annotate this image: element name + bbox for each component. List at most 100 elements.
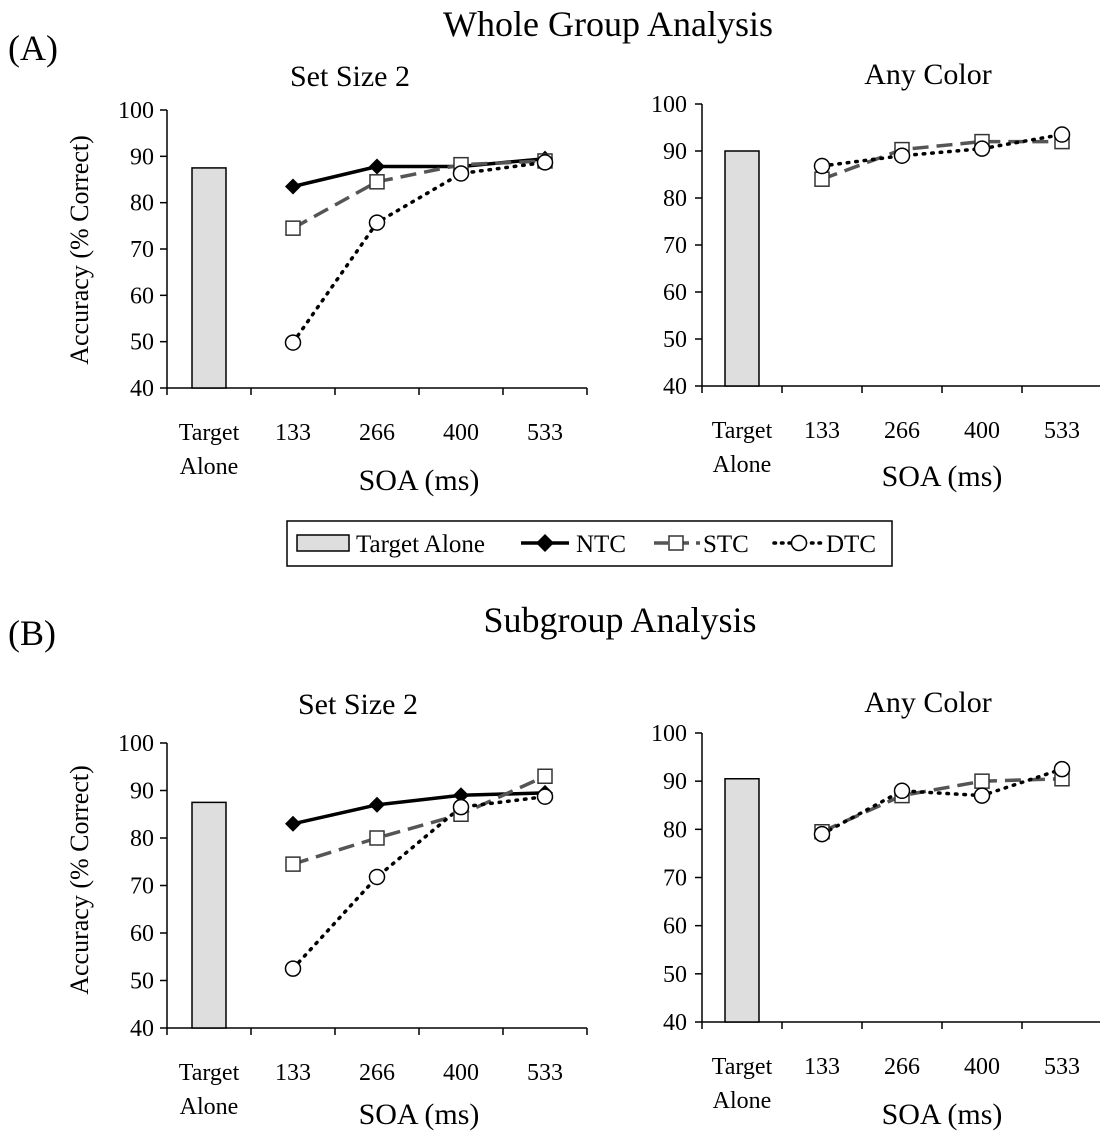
data-point-dtc bbox=[284, 334, 302, 351]
y-tick-label: 80 bbox=[663, 817, 687, 843]
y-tick-label: 80 bbox=[130, 826, 154, 852]
data-point-ntc bbox=[453, 787, 469, 804]
y-tick-label: 60 bbox=[130, 283, 154, 309]
bar-target-alone bbox=[191, 801, 227, 1029]
y-tick-label: 90 bbox=[663, 139, 687, 165]
data-point-dtc bbox=[452, 798, 470, 816]
series-line-stc bbox=[292, 774, 546, 866]
data-point-dtc bbox=[813, 157, 831, 175]
series-line-stc bbox=[821, 777, 1063, 834]
data-point-stc bbox=[285, 220, 301, 236]
data-point-dtc bbox=[813, 825, 831, 843]
section-a-label: (A) bbox=[8, 28, 58, 68]
x-tick-label: 533 bbox=[1044, 1054, 1080, 1080]
panel-b-any-color: Any Color 40 50 60 70 80 90 100 Target Alone 133 26… bbox=[651, 686, 1100, 1131]
series-line-dtc bbox=[291, 160, 547, 345]
y-tick-label: 90 bbox=[130, 144, 154, 170]
x-tick-label: 266 bbox=[884, 1054, 920, 1080]
legend-marker-ntc bbox=[536, 534, 554, 552]
y-tick-label: 100 bbox=[118, 98, 154, 124]
bar-target-alone bbox=[724, 150, 760, 387]
data-point-ntc bbox=[369, 796, 385, 813]
data-point-dtc bbox=[368, 868, 386, 886]
panel-a-any-color: Any Color 40 50 60 70 80 90 100 Target Alone 133 26… bbox=[651, 58, 1100, 493]
y-axis-label: Accuracy (% Correct) bbox=[65, 765, 94, 995]
y-tick-label: 40 bbox=[130, 1016, 154, 1042]
x-axis-label: SOA (ms) bbox=[882, 460, 1003, 493]
y-tick-label: 50 bbox=[663, 327, 687, 353]
panel-title: Any Color bbox=[864, 686, 992, 719]
x-tick-label-line: Target bbox=[712, 1054, 773, 1080]
data-point-ntc bbox=[285, 815, 301, 832]
y-tick-label: 70 bbox=[663, 233, 687, 259]
x-tick-label-line: Alone bbox=[713, 452, 772, 478]
x-axis-label: SOA (ms) bbox=[359, 464, 480, 497]
legend-label-dtc: DTC bbox=[826, 531, 876, 558]
section-b-title: Subgroup Analysis bbox=[483, 600, 756, 640]
panel-a-set-size-2: Set Size 2 40 50 60 70 80 90 100 Target Alone 133 2… bbox=[65, 60, 588, 497]
legend-box bbox=[286, 520, 893, 567]
y-tick-label: 40 bbox=[663, 1010, 687, 1036]
x-tick-label-line: Alone bbox=[180, 454, 239, 480]
bar-target-alone bbox=[191, 167, 227, 389]
x-tick-label: Target Alone bbox=[179, 420, 240, 480]
series-line-dtc bbox=[291, 794, 547, 971]
y-tick-label: 100 bbox=[651, 92, 687, 118]
data-point-stc bbox=[974, 773, 990, 789]
x-tick-label: 400 bbox=[443, 1060, 479, 1086]
y-tick-label: 80 bbox=[130, 191, 154, 217]
data-point-dtc bbox=[893, 782, 911, 800]
series-line-ntc bbox=[292, 791, 546, 826]
data-point-stc bbox=[369, 174, 385, 190]
series-line-stc bbox=[821, 139, 1062, 181]
data-point-stc bbox=[285, 856, 301, 872]
data-point-stc bbox=[537, 768, 553, 784]
x-axis-label: SOA (ms) bbox=[359, 1098, 480, 1131]
legend-label-target-alone: Target Alone bbox=[356, 531, 485, 558]
y-axis-label: Accuracy (% Correct) bbox=[65, 135, 94, 365]
y-tick-label: 100 bbox=[118, 731, 154, 757]
x-tick-label: Target Alone bbox=[712, 418, 773, 478]
x-tick-label: 133 bbox=[275, 420, 311, 446]
panel-title: Set Size 2 bbox=[290, 60, 410, 93]
series-line-stc bbox=[292, 159, 546, 230]
y-tick-label: 100 bbox=[651, 721, 687, 747]
series-line-dtc bbox=[820, 767, 1064, 836]
x-tick-label: 400 bbox=[964, 418, 1000, 444]
data-point-stc bbox=[369, 830, 385, 846]
y-tick-label: 60 bbox=[130, 921, 154, 947]
y-tick-label: 60 bbox=[663, 280, 687, 306]
y-tick-label: 50 bbox=[663, 962, 687, 988]
data-point-dtc bbox=[973, 140, 991, 157]
legend-label-ntc: NTC bbox=[576, 531, 626, 558]
data-point-dtc bbox=[536, 154, 554, 171]
bar-target-alone bbox=[724, 778, 760, 1023]
x-tick-label: 266 bbox=[359, 420, 395, 446]
panel-b-set-size-2: Set Size 2 40 50 60 70 80 90 100 Target Alone 133 2… bbox=[65, 688, 588, 1131]
y-tick-label: 50 bbox=[130, 969, 154, 995]
x-tick-label-line: Target bbox=[179, 420, 240, 446]
x-tick-label: 133 bbox=[804, 1054, 840, 1080]
y-tick-label: 70 bbox=[663, 866, 687, 892]
x-tick-label: 533 bbox=[1044, 418, 1080, 444]
x-axis-label: SOA (ms) bbox=[882, 1098, 1003, 1131]
panel-title: Set Size 2 bbox=[298, 688, 418, 721]
data-point-dtc bbox=[1053, 126, 1071, 143]
data-point-dtc bbox=[536, 788, 554, 805]
x-tick-label-line: Target bbox=[712, 418, 773, 444]
data-point-dtc bbox=[368, 214, 386, 231]
x-tick-label-line: Target bbox=[179, 1060, 240, 1086]
x-tick-label: 266 bbox=[884, 418, 920, 444]
y-tick-label: 80 bbox=[663, 186, 687, 212]
y-tick-label: 50 bbox=[130, 330, 154, 356]
data-point-stc bbox=[814, 171, 830, 187]
panel-title: Any Color bbox=[864, 58, 992, 91]
y-tick-label: 60 bbox=[663, 914, 687, 940]
x-tick-label: 266 bbox=[359, 1060, 395, 1086]
legend-marker-dtc bbox=[790, 534, 808, 552]
x-tick-label: Target Alone bbox=[712, 1054, 773, 1114]
y-tick-label: 70 bbox=[130, 874, 154, 900]
y-tick-label: 70 bbox=[130, 237, 154, 263]
y-tick-label: 90 bbox=[663, 769, 687, 795]
